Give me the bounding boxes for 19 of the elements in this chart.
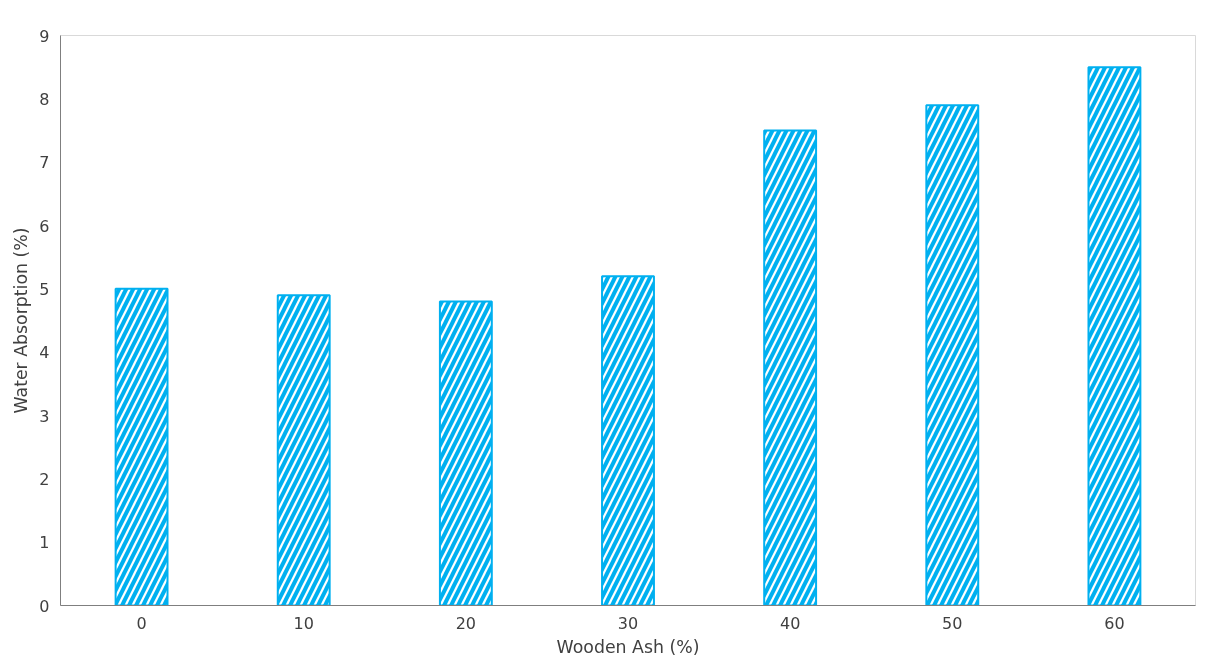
x-tick-label: 0 [136,613,147,633]
y-tick-label: 9 [39,26,50,46]
y-tick-label: 7 [39,153,50,173]
x-tick-label: 20 [455,613,477,633]
x-tick-label: 60 [1104,613,1125,633]
y-tick-label: 5 [39,279,50,299]
y-tick-label: 0 [39,596,50,616]
y-tick-label: 4 [39,343,50,363]
y-tick-label: 8 [39,89,50,109]
x-axis-title: Wooden Ash (%) [556,636,700,657]
x-tick-label: 30 [617,613,639,633]
x-tick-label: 10 [293,613,314,633]
x-tick-label: 50 [942,613,963,633]
y-axis-title: Water Absorption (%) [11,227,32,414]
x-tick-label: 40 [779,613,801,633]
y-tick-label: 2 [39,469,50,489]
y-tick-label: 1 [39,533,50,553]
y-tick-label: 3 [39,406,50,426]
y-tick-label: 6 [39,216,50,236]
